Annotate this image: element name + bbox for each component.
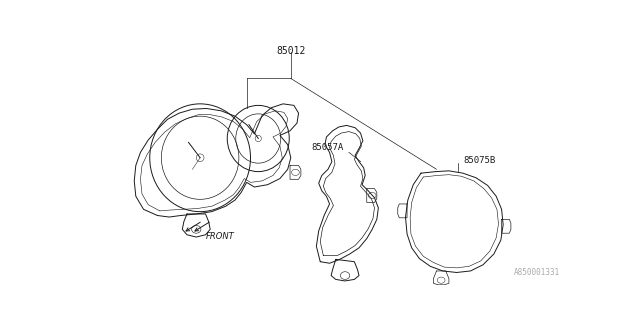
Text: 85012: 85012 (276, 46, 305, 56)
Text: FRONT: FRONT (206, 232, 235, 241)
Ellipse shape (196, 154, 204, 162)
Ellipse shape (255, 135, 261, 141)
Text: 85075B: 85075B (463, 156, 496, 164)
Text: A850001331: A850001331 (515, 268, 561, 277)
Text: 85057A: 85057A (311, 143, 344, 152)
